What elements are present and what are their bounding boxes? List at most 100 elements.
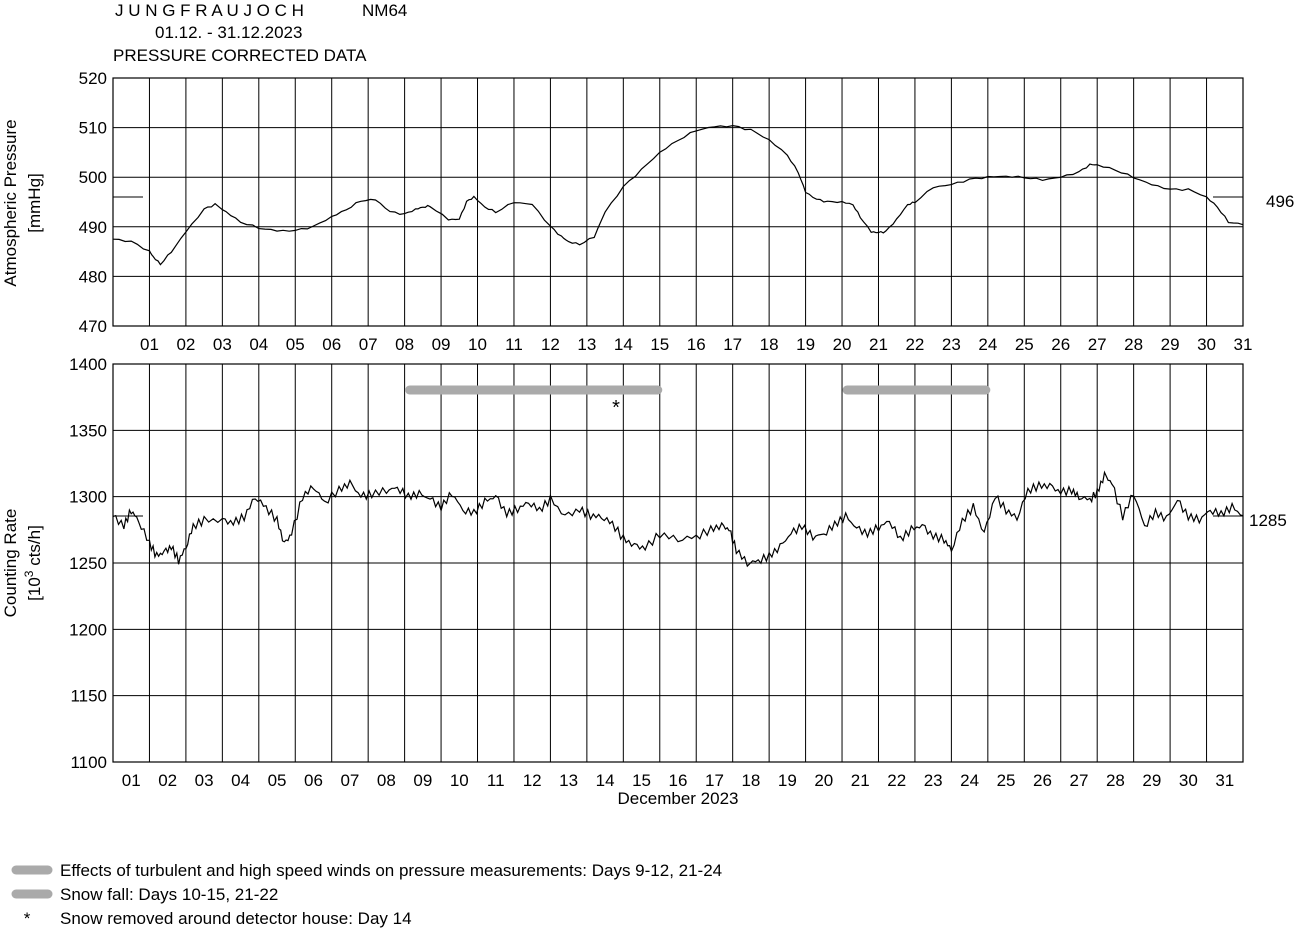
r-x-tick-label: 01 [122,771,141,790]
p-x-tick-label: 01 [140,335,159,354]
rate-y-ticks: 1100 1150 1200 1250 1300 1350 1400 [69,355,107,772]
r-x-tick-label: 11 [487,771,505,790]
pressure-x-ticks: 01 02 03 04 05 06 07 08 09 10 11 12 13 14 15 16 17 18 19 20… [140,335,1252,354]
r-x-tick-label: 23 [924,771,943,790]
rate-frame [112,363,1244,763]
p-x-tick-label: 30 [1197,335,1216,354]
header-period: 01.12. - 31.12.2023 [155,23,302,42]
rate-y-unit-exp: 3 [22,570,36,577]
r-x-tick-label: 31 [1215,771,1234,790]
r-x-tick-label: 22 [887,771,906,790]
r-x-tick-label: 21 [851,771,870,790]
p-x-tick-label: 17 [723,335,742,354]
p-x-tick-label: 23 [942,335,961,354]
rate-x-ticks: 01 02 03 04 05 06 07 08 09 10 11 12 13 14 15 16 17 18 19 20… [122,771,1234,790]
pressure-y-ticks: 470 480 490 500 510 520 [79,69,107,336]
r-x-tick-label: 27 [1070,771,1089,790]
legend-text-snow-removed: Snow removed around detector house: Day … [60,909,412,928]
p-x-tick-label: 08 [395,335,414,354]
r-y-tick-label: 1150 [70,687,107,706]
r-y-tick-label: 1100 [70,753,107,772]
p-x-tick-label: 22 [905,335,924,354]
rate-annotation-bands: * [405,385,991,419]
r-x-tick-label: 05 [268,771,287,790]
r-x-tick-label: 26 [1033,771,1052,790]
r-x-tick-label: 16 [669,771,688,790]
r-y-tick-label: 1250 [69,554,107,573]
p-x-tick-label: 28 [1124,335,1143,354]
r-x-tick-label: 12 [523,771,542,790]
r-y-tick-label: 1200 [69,620,107,639]
p-x-tick-label: 13 [577,335,596,354]
p-x-tick-label: 31 [1234,335,1253,354]
r-x-tick-label: 13 [559,771,578,790]
legend: Effects of turbulent and high speed wind… [11,861,722,928]
r-x-tick-label: 25 [997,771,1016,790]
p-x-tick-label: 18 [760,335,779,354]
pressure-grid [113,78,1243,326]
header-monitor: NM64 [362,1,407,20]
r-x-tick-label: 30 [1179,771,1198,790]
r-x-tick-label: 03 [195,771,214,790]
pressure-panel: 470 480 490 500 510 520 01 02 03 04 05 06 07 08 09 10 1… [1,69,1294,354]
header-subtitle: PRESSURE CORRECTED DATA [113,46,367,65]
r-x-tick-label: 07 [340,771,359,790]
r-x-tick-label: 10 [450,771,469,790]
rate-series-line [112,470,1244,568]
legend-star-symbol: * [24,909,31,928]
r-x-tick-label: 04 [231,771,250,790]
p-x-tick-label: 11 [505,335,523,354]
r-x-tick-label: 08 [377,771,396,790]
r-x-tick-label: 20 [814,771,833,790]
legend-text-winds: Effects of turbulent and high speed wind… [60,861,722,880]
r-y-tick-label: 1400 [69,355,107,374]
r-x-tick-label: 09 [413,771,432,790]
pressure-series-line [112,124,1244,266]
pressure-y-label: Atmospheric Pressure [1,119,20,286]
p-x-tick-label: 04 [249,335,268,354]
rate-y-label: Counting Rate [1,509,20,618]
p-x-tick-label: 24 [978,335,997,354]
r-x-tick-label: 28 [1106,771,1125,790]
p-y-tick-label: 480 [79,267,107,286]
r-x-tick-label: 29 [1142,771,1161,790]
p-x-tick-label: 15 [650,335,669,354]
annotation-star-marker: * [612,397,620,419]
p-x-tick-label: 05 [286,335,305,354]
p-x-tick-label: 26 [1051,335,1070,354]
p-x-tick-label: 14 [614,335,633,354]
p-x-tick-label: 21 [869,335,888,354]
p-x-tick-label: 07 [359,335,378,354]
p-y-tick-label: 510 [79,119,107,138]
pressure-y-unit: [mmHg] [25,173,44,233]
p-x-tick-label: 16 [687,335,706,354]
p-x-tick-label: 12 [541,335,560,354]
r-x-tick-label: 02 [158,771,177,790]
p-x-tick-label: 02 [176,335,195,354]
p-x-tick-label: 10 [468,335,487,354]
r-x-tick-label: 15 [632,771,651,790]
legend-text-snowfall: Snow fall: Days 10-15, 21-22 [60,885,278,904]
p-x-tick-label: 29 [1161,335,1180,354]
p-x-tick-label: 03 [213,335,232,354]
p-x-tick-label: 20 [833,335,852,354]
p-y-tick-label: 500 [79,168,107,187]
p-y-tick-label: 470 [79,317,107,336]
r-x-tick-label: 18 [741,771,760,790]
p-x-tick-label: 27 [1088,335,1107,354]
p-y-tick-label: 520 [79,69,107,88]
r-x-tick-label: 14 [596,771,615,790]
p-x-tick-label: 19 [796,335,815,354]
header-station: J U N G F R A U J O C H [115,1,304,20]
r-x-tick-label: 17 [705,771,724,790]
pressure-reference-value: 496 [1266,192,1294,211]
pressure-frame [112,77,1244,327]
rate-reference-value: 1285 [1249,511,1287,530]
p-x-tick-label: 09 [432,335,451,354]
r-x-tick-label: 06 [304,771,323,790]
r-x-tick-label: 19 [778,771,797,790]
rate-grid [113,364,1243,762]
r-x-tick-label: 24 [960,771,979,790]
